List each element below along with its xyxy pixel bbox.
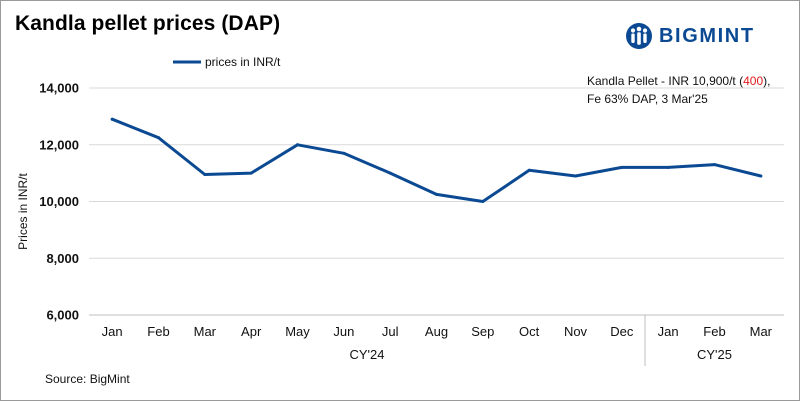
x-tick-label: Jan bbox=[102, 324, 123, 339]
x-tick-label: Mar bbox=[194, 324, 217, 339]
data-point bbox=[620, 165, 624, 169]
x-tick-label: Nov bbox=[564, 324, 588, 339]
x-tick-label: Sep bbox=[471, 324, 494, 339]
y-axis-title: Prices in INR/t bbox=[16, 172, 30, 249]
x-tick-label: Jun bbox=[333, 324, 354, 339]
annotation-suffix: ), bbox=[763, 74, 771, 88]
source-note: Source: BigMint bbox=[45, 372, 130, 386]
data-point bbox=[157, 136, 160, 140]
x-tick-label: Apr bbox=[241, 324, 262, 339]
data-point bbox=[574, 174, 577, 178]
y-tick-label: 8,000 bbox=[46, 251, 79, 266]
x-tick-label: Mar bbox=[750, 324, 773, 339]
brand-name: BIGMINT bbox=[659, 24, 755, 47]
x-tick-label: May bbox=[285, 324, 310, 339]
data-point bbox=[296, 143, 299, 147]
x-group-label: CY'24 bbox=[349, 347, 384, 362]
x-group-label: CY'25 bbox=[697, 347, 732, 362]
data-point bbox=[435, 192, 438, 196]
series-line bbox=[110, 117, 763, 203]
x-tick-label: Oct bbox=[519, 324, 540, 339]
y-tick-label: 12,000 bbox=[39, 137, 79, 152]
annotation-line-2: Fe 63% DAP, 3 Mar'25 bbox=[587, 92, 708, 106]
price-annotation: Kandla Pellet - INR 10,900/t (400), Fe 6… bbox=[587, 72, 770, 108]
data-point bbox=[666, 165, 670, 169]
x-tick-label: Jan bbox=[658, 324, 679, 339]
x-tick-label: Feb bbox=[703, 324, 725, 339]
data-point bbox=[759, 174, 763, 178]
x-tick-label: Dec bbox=[610, 324, 634, 339]
data-point bbox=[388, 171, 392, 175]
bigmint-logo-icon bbox=[626, 23, 652, 49]
x-tick-label: Feb bbox=[147, 324, 169, 339]
data-point bbox=[249, 171, 253, 175]
annotation-line-1: Kandla Pellet - INR 10,900/t (400), bbox=[587, 72, 770, 90]
data-point bbox=[713, 163, 716, 167]
legend-label: prices in INR/t bbox=[205, 55, 281, 69]
y-tick-label: 14,000 bbox=[39, 81, 79, 96]
data-point bbox=[342, 151, 346, 155]
annotation-prefix: Kandla Pellet - INR 10,900/t ( bbox=[587, 74, 744, 88]
chart-title: Kandla pellet prices (DAP) bbox=[15, 12, 281, 35]
y-tick-label: 10,000 bbox=[39, 194, 79, 209]
y-tick-label: 6,000 bbox=[46, 308, 79, 323]
data-point bbox=[110, 117, 114, 121]
x-tick-label: Jul bbox=[382, 324, 399, 339]
data-point bbox=[527, 168, 531, 172]
x-tick-label: Aug bbox=[425, 324, 448, 339]
data-point bbox=[481, 200, 485, 203]
annotation-change: 400 bbox=[743, 74, 764, 88]
data-point bbox=[203, 173, 207, 177]
brand-logo: BIGMINT bbox=[625, 22, 755, 50]
